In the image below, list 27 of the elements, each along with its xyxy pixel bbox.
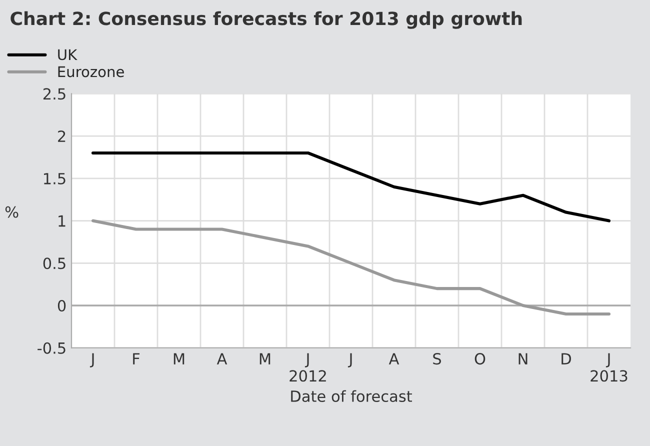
y-tick-label: 1.5 — [44, 173, 66, 184]
legend-label: Eurozone — [58, 66, 124, 78]
x-axis-title: Date of forecast — [291, 390, 412, 402]
line-series — [91, 151, 611, 222]
y-axis-title: % — [5, 206, 18, 218]
y-tick-label: -0.5 — [38, 342, 66, 354]
y-tick-label: 0.5 — [43, 258, 66, 270]
y-tick-label: 2.5 — [43, 88, 66, 100]
x-tick-label: D — [562, 353, 571, 364]
x-tick-label: O — [474, 353, 486, 365]
y-tick-label: 1 — [58, 215, 66, 227]
x-tick-label: N — [518, 353, 528, 364]
x-tick-label: J — [348, 353, 352, 368]
x-tick-label: M — [260, 353, 270, 364]
chart-title: Chart 2: Consensus forecasts for 2013 gdp growth — [10, 11, 522, 29]
x-tick-label: A — [216, 353, 228, 364]
x-tick-label: J 2013 — [590, 353, 628, 382]
y-tick-label: 2 — [58, 130, 66, 142]
x-tick-label: J 2012 — [290, 353, 326, 382]
y-tick-label: 0 — [58, 300, 66, 312]
x-tick-label: F — [133, 353, 140, 364]
line-series — [91, 219, 611, 316]
x-tick-label: S — [433, 353, 441, 365]
x-tick-label: M — [174, 353, 184, 364]
x-tick-label: A — [388, 353, 400, 364]
legend-label: UK — [58, 49, 78, 60]
x-tick-label: J — [90, 353, 94, 368]
